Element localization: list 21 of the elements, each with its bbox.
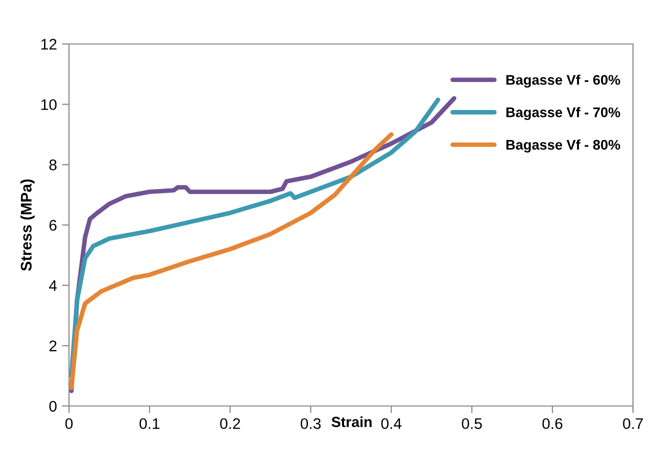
y-axis-title: Stress (MPa) <box>20 179 35 271</box>
y-tick-label: 6 <box>49 220 57 231</box>
x-tick-label: 0.1 <box>140 418 160 430</box>
x-axis-title: Strain <box>332 416 372 428</box>
legend-label: Bagasse Vf - 80% <box>506 140 620 153</box>
y-tick-label: 8 <box>49 160 57 170</box>
legend-label: Bagasse Vf - 70% <box>506 107 620 120</box>
x-tick-label: 0.6 <box>542 418 562 430</box>
x-tick-label: 0.3 <box>300 418 321 430</box>
line-series <box>69 132 394 390</box>
y-tick-label: 2 <box>49 340 56 352</box>
y-tick-label: 12 <box>41 38 56 50</box>
x-tick-label: 0.7 <box>622 418 643 430</box>
x-tick-label: 0.4 <box>381 418 402 430</box>
x-tick-label: 0.5 <box>462 418 482 430</box>
y-tick-label: 10 <box>41 99 57 110</box>
y-tick-label: 4 <box>49 280 57 291</box>
x-tick-label: 0 <box>65 418 73 430</box>
y-tick-label: 0 <box>49 400 57 412</box>
x-tick-label: 0.2 <box>220 418 240 430</box>
legend-label: Bagasse Vf - 60% <box>506 74 620 88</box>
